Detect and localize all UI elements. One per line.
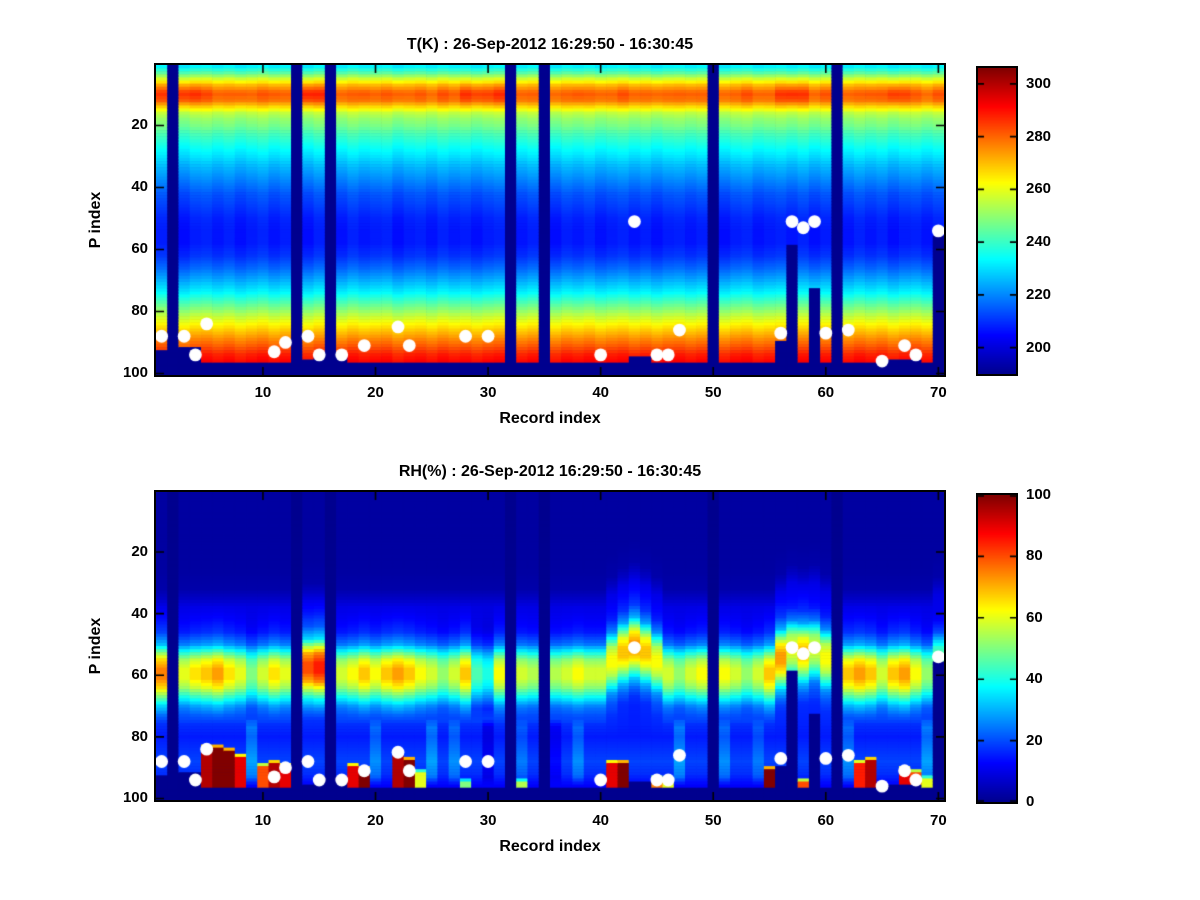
x-tick-label: 60 <box>817 812 835 829</box>
y-tick-label: 80 <box>131 727 148 745</box>
x-tick-label: 50 <box>704 812 722 829</box>
x-tick-label: 20 <box>367 384 384 401</box>
y-tick-label: 100 <box>122 789 148 807</box>
x-tick-label: 70 <box>930 384 947 401</box>
colorbar-tick-label: 220 <box>1026 285 1052 303</box>
colorbar-tick-label: 200 <box>1026 338 1052 356</box>
colorbar-tick-label: 40 <box>1026 670 1043 688</box>
colorbar-tick-label: 260 <box>1026 180 1052 198</box>
x-tick-label: 40 <box>592 384 609 401</box>
colorbar-tick-label: 240 <box>1026 233 1052 251</box>
y-tick-label: 40 <box>131 604 148 622</box>
x-tick-label: 70 <box>930 812 947 829</box>
colorbar-tick-label: 20 <box>1026 731 1043 749</box>
colorbar-tick-label: 100 <box>1026 486 1052 503</box>
humidity-heatmap <box>154 490 946 802</box>
x-tick-label: 30 <box>479 384 497 401</box>
y-tick-label: 60 <box>131 666 148 684</box>
colorbar-tick-label: 300 <box>1026 74 1052 92</box>
colorbar-tick-label: 0 <box>1026 793 1035 810</box>
x-tick-label: 50 <box>704 384 722 401</box>
y-tick-label: 60 <box>131 240 148 258</box>
temperature-panel-title: T(K) : 26-Sep-2012 16:29:50 - 16:30:45 <box>406 36 694 53</box>
y-tick-label: 20 <box>131 543 148 561</box>
temperature-heatmap <box>154 63 946 377</box>
temperature-xaxis-label: Record index <box>499 410 601 427</box>
y-tick-label: 80 <box>131 302 148 320</box>
colorbar-tick-label: 60 <box>1026 608 1043 626</box>
humidity-colorbar <box>976 493 1018 804</box>
x-tick-label: 10 <box>254 812 272 829</box>
x-tick-label: 30 <box>479 812 497 829</box>
humidity-xaxis-label: Record index <box>499 838 601 855</box>
temperature-colorbar <box>976 66 1018 376</box>
x-tick-label: 60 <box>817 384 835 401</box>
x-tick-label: 20 <box>367 812 384 829</box>
y-tick-label: 100 <box>122 364 148 382</box>
humidity-panel-title: RH(%) : 26-Sep-2012 16:29:50 - 16:30:45 <box>398 463 702 480</box>
colorbar-tick-label: 80 <box>1026 547 1043 565</box>
x-tick-label: 40 <box>592 812 609 829</box>
x-tick-label: 10 <box>254 384 272 401</box>
colorbar-tick-label: 280 <box>1026 127 1052 145</box>
y-tick-label: 20 <box>131 116 148 134</box>
y-tick-label: 40 <box>131 178 148 196</box>
